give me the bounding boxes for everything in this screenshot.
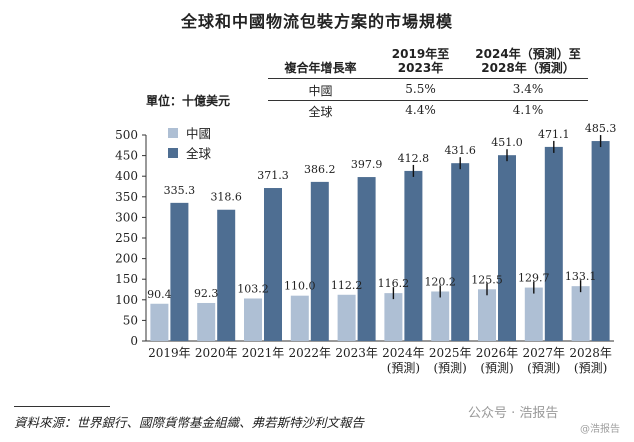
data-label-global: 335.3 bbox=[164, 184, 196, 197]
y-tick-label: 100 bbox=[115, 293, 138, 307]
y-tick-label: 150 bbox=[115, 272, 138, 286]
bar-china bbox=[337, 294, 356, 341]
bar-global bbox=[357, 177, 376, 341]
x-tick-sublabel: (預測) bbox=[527, 361, 560, 375]
y-tick-label: 350 bbox=[115, 190, 138, 204]
data-label-china: 112.2 bbox=[331, 279, 363, 292]
x-tick-label: 2028年 bbox=[569, 346, 612, 360]
x-tick-sublabel: (預測) bbox=[480, 361, 513, 375]
bar-global bbox=[404, 170, 423, 341]
x-tick-label: 2024年 bbox=[382, 346, 425, 360]
bar-china bbox=[197, 302, 216, 341]
y-tick-label: 300 bbox=[115, 210, 138, 224]
watermark-handle: @浩报告 bbox=[580, 424, 620, 435]
bar-global bbox=[544, 146, 563, 341]
y-tick-label: 0 bbox=[130, 334, 138, 348]
data-label-china: 120.2 bbox=[424, 275, 456, 288]
bar-china bbox=[244, 298, 262, 341]
y-tick-label: 50 bbox=[123, 313, 138, 327]
cagr-header-label: 複合年增長率 bbox=[284, 61, 357, 75]
chart-title: 全球和中國物流包裝方案的市場規模 bbox=[180, 12, 453, 31]
legend-swatch bbox=[168, 128, 178, 138]
data-label-global: 431.6 bbox=[444, 144, 476, 157]
data-label-china: 116.2 bbox=[378, 277, 410, 290]
bar-china bbox=[384, 293, 403, 341]
bar-global bbox=[170, 202, 189, 341]
data-label-china: 103.2 bbox=[237, 282, 269, 295]
data-label-china: 90.4 bbox=[147, 288, 172, 301]
data-label-global: 386.2 bbox=[304, 163, 336, 176]
x-tick-label: 2021年 bbox=[242, 346, 285, 360]
cagr-value: 4.4% bbox=[405, 103, 436, 117]
x-tick-label: 2022年 bbox=[289, 346, 332, 360]
bar-china bbox=[431, 291, 450, 341]
data-label-global: 371.3 bbox=[257, 169, 289, 182]
cagr-value: 4.1% bbox=[512, 103, 544, 117]
bar-global bbox=[264, 188, 282, 341]
x-tick-label: 2025年 bbox=[429, 346, 472, 360]
y-tick-label: 200 bbox=[115, 252, 138, 266]
y-tick-label: 400 bbox=[115, 169, 138, 183]
legend-label: 中國 bbox=[186, 126, 211, 141]
cagr-value: 3.4% bbox=[512, 82, 544, 96]
bar-global bbox=[498, 155, 516, 341]
data-label-china: 133.1 bbox=[565, 270, 597, 283]
cagr-header-row: 複合年增長率 2019年至 2023年 2024年（預測）至 2028年（預測） bbox=[268, 44, 588, 78]
cagr-header-period1: 2019年至 2023年 bbox=[391, 47, 450, 75]
bar-china bbox=[290, 295, 309, 341]
data-label-china: 92.3 bbox=[194, 287, 219, 300]
x-tick-label: 2020年 bbox=[195, 346, 238, 360]
cagr-row-china: 中國 5.5% 3.4% bbox=[268, 82, 588, 100]
y-tick-label: 500 bbox=[115, 128, 138, 142]
bar-china bbox=[150, 303, 169, 341]
data-label-global: 412.8 bbox=[398, 152, 430, 165]
legend-label: 全球 bbox=[186, 146, 212, 161]
source-note: 資料來源：世界銀行、國際貨幣基金組織、弗若斯特沙利文報告 bbox=[14, 415, 365, 430]
cagr-row-rule bbox=[268, 100, 588, 101]
cagr-row-label: 全球 bbox=[308, 105, 333, 119]
data-label-global: 318.6 bbox=[210, 191, 242, 204]
x-tick-sublabel: (預測) bbox=[434, 361, 467, 375]
y-tick-label: 450 bbox=[115, 149, 138, 163]
x-tick-label: 2019年 bbox=[148, 346, 191, 360]
data-label-global: 471.1 bbox=[538, 128, 570, 141]
cagr-row-global: 全球 4.4% 4.1% bbox=[268, 103, 588, 121]
bar-china bbox=[524, 287, 543, 341]
x-tick-label: 2027年 bbox=[523, 346, 566, 360]
unit-label: 單位：十億美元 bbox=[146, 94, 231, 108]
bar-global bbox=[310, 181, 329, 341]
source-rule bbox=[14, 406, 110, 407]
y-tick-label: 250 bbox=[115, 231, 138, 245]
data-label-china: 125.5 bbox=[471, 273, 503, 286]
data-label-global: 451.0 bbox=[491, 136, 523, 149]
data-label-global: 397.9 bbox=[351, 158, 383, 171]
cagr-header-period2: 2024年（預測）至 2028年（預測） bbox=[475, 47, 581, 75]
x-tick-label: 2026年 bbox=[476, 346, 519, 360]
bar-global bbox=[451, 163, 470, 341]
legend-swatch bbox=[168, 148, 178, 158]
x-tick-sublabel: (預測) bbox=[574, 361, 607, 375]
data-label-china: 110.0 bbox=[284, 280, 316, 293]
cagr-value: 5.5% bbox=[405, 82, 436, 96]
bar-china bbox=[478, 289, 496, 341]
x-tick-label: 2023年 bbox=[335, 346, 378, 360]
x-tick-sublabel: (預測) bbox=[387, 361, 420, 375]
bar-global bbox=[217, 209, 236, 341]
data-label-global: 485.3 bbox=[585, 122, 617, 135]
data-label-china: 129.7 bbox=[518, 272, 550, 285]
cagr-row-label: 中國 bbox=[308, 84, 333, 98]
cagr-header-rule bbox=[268, 78, 588, 79]
bar-chart: 0 50 100 150 200 250 300 350 400 450 500 90.4 335.3 2… bbox=[115, 122, 617, 375]
bar-china bbox=[571, 286, 590, 341]
watermark-text: 公众号 · 浩报告 bbox=[468, 406, 559, 421]
bar-global bbox=[591, 141, 610, 341]
